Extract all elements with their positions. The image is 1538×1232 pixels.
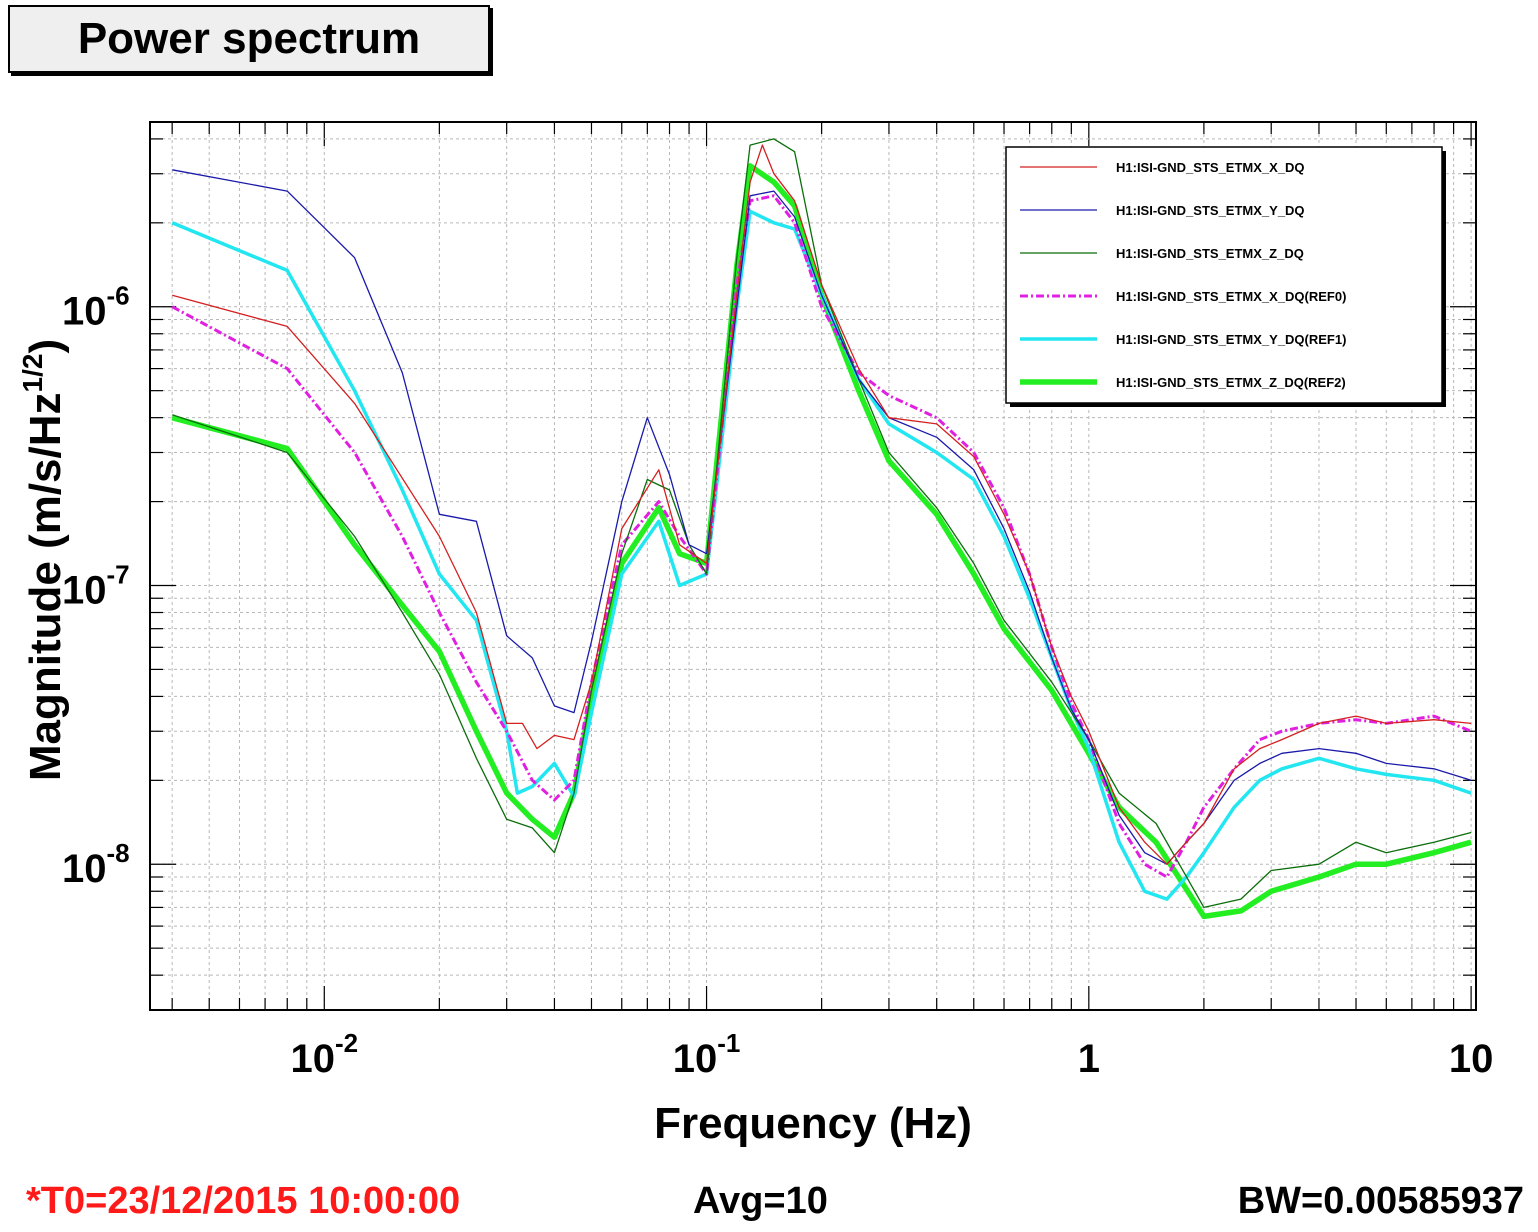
series-line-4: [171, 194, 1472, 879]
y-tick-labels: 10-8 10-7 10-6: [62, 281, 130, 892]
legend-label-1: H1:ISI-GND_STS_ETMX_X_DQ: [1116, 160, 1305, 175]
t0-timestamp: *T0=23/12/2015 10:00:00: [26, 1180, 461, 1222]
x-tick-labels: 10-2 10-1 1 10: [290, 1028, 1493, 1081]
legend-label-3: H1:ISI-GND_STS_ETMX_Z_DQ: [1116, 246, 1304, 261]
chart-title: Power spectrum: [77, 14, 421, 63]
bandwidth-value: BW=0.00585937: [1237, 1180, 1524, 1222]
chart-title-box: Power spectrum: [8, 5, 490, 73]
series-line-3: [171, 138, 1472, 909]
series-line-1: [172, 144, 1472, 865]
series-line-6: [171, 163, 1472, 920]
y-tick-label: 10-6: [62, 281, 130, 334]
legend-label-2: H1:ISI-GND_STS_ETMX_Y_DQ: [1116, 203, 1305, 218]
y-axis-label: Magnitude (m/s/Hz1/2): [17, 339, 70, 781]
legend-box: [1005, 146, 1443, 404]
x-tick-label: 10: [1449, 1037, 1494, 1081]
legend: H1:ISI-GND_STS_ETMX_X_DQ H1:ISI-GND_STS_E…: [1005, 146, 1446, 407]
power-spectrum-plot: 10-2 10-1 1 10 10-810-710-6 Frequency (Hz) …: [17, 121, 1493, 1148]
series-line-2: [172, 169, 1472, 865]
x-tick-label: 1: [1078, 1037, 1100, 1081]
plot-frame: [149, 121, 1477, 1011]
series-layer: [171, 138, 1472, 920]
y-tick-label: 10-8: [62, 838, 130, 891]
average-count: Avg=10: [693, 1180, 828, 1222]
x-axis-label: Frequency (Hz): [654, 1099, 972, 1148]
x-tick-label: 10-1: [673, 1028, 741, 1081]
x-tick-label: 10-2: [290, 1028, 358, 1081]
y-tick-label: 10-7: [62, 559, 130, 612]
legend-label-5: H1:ISI-GND_STS_ETMX_Y_DQ(REF1): [1116, 332, 1346, 347]
legend-label-6: H1:ISI-GND_STS_ETMX_Z_DQ(REF2): [1116, 375, 1346, 390]
legend-label-4: H1:ISI-GND_STS_ETMX_X_DQ(REF0): [1116, 289, 1346, 304]
